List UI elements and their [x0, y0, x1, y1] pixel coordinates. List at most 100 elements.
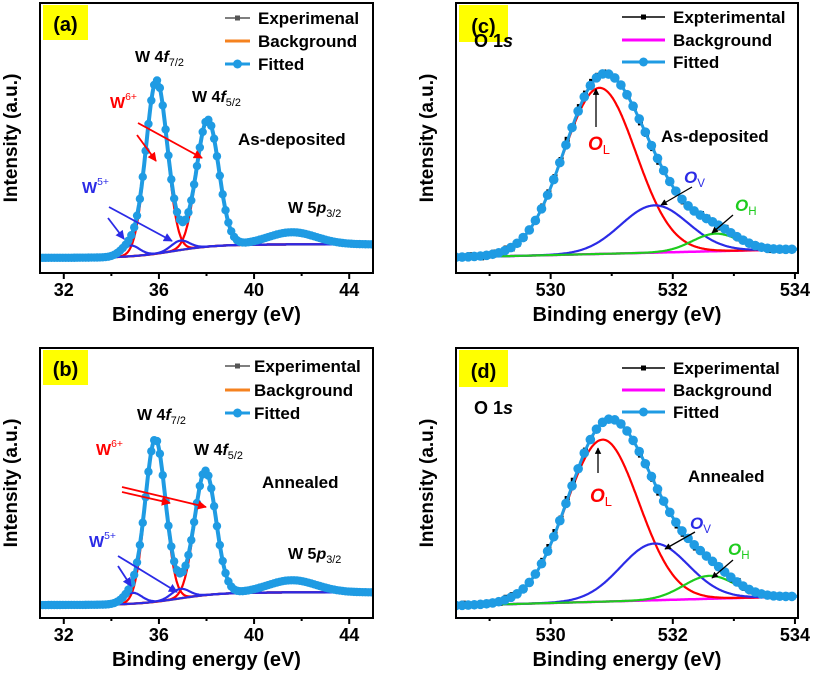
- fitted-point: [218, 190, 227, 199]
- panel-b: 32 36 40 44 Binding energy (eV) Intensity (a.…: [1, 347, 374, 671]
- annotation-subscript: L: [603, 142, 610, 157]
- fitted-point: [192, 161, 202, 171]
- fitted-point: [187, 535, 196, 545]
- fitted-point: [591, 424, 602, 434]
- fitted-point: [787, 591, 797, 602]
- fitted-point: [548, 531, 559, 542]
- annotation-arrow: [136, 134, 157, 162]
- y-axis-label: Intensity (a.u.): [1, 419, 22, 548]
- fitted-point: [172, 207, 182, 217]
- panel-label: (c): [471, 16, 495, 38]
- legend-marker: [641, 365, 646, 371]
- fitted-point: [573, 106, 583, 116]
- fitted-point: [129, 570, 139, 580]
- fitted-point: [189, 180, 199, 189]
- annotation-italic: p: [315, 546, 326, 563]
- fitted-point: [207, 484, 216, 493]
- annotation-subscript: 7/2: [169, 57, 184, 69]
- annotation-subscript: 3/2: [326, 208, 341, 220]
- legend-entry: Background: [673, 31, 772, 50]
- annotation-arrow: [117, 555, 178, 593]
- annotation-italic: O: [588, 134, 603, 155]
- legend-entry: Fitted: [258, 55, 304, 74]
- fitted-point: [181, 215, 190, 224]
- annotation-italic: O: [735, 196, 748, 215]
- fitted-point: [209, 502, 219, 511]
- legend-entry: Experimenal: [258, 9, 359, 28]
- fitted-line: [40, 77, 373, 260]
- annotation-w6: W6+: [96, 439, 123, 459]
- annotation-peak2: W 4f5/2: [194, 442, 243, 462]
- fitted-point: [161, 125, 170, 134]
- fitted-point: [658, 165, 669, 176]
- x-tick-label: 532: [658, 280, 688, 300]
- fitted-point: [609, 73, 620, 83]
- fitted-point: [155, 449, 165, 458]
- fitted-point: [640, 127, 651, 137]
- fitted-point: [135, 194, 145, 204]
- fitted-point: [542, 190, 553, 200]
- annotation-w6: W6+: [110, 92, 137, 112]
- annotation-subscript: 5/2: [226, 97, 241, 109]
- annotation-subscript: 3/2: [326, 554, 341, 566]
- fitted-point: [585, 80, 596, 91]
- plot-area: [40, 435, 373, 610]
- fitted-point: [135, 540, 145, 550]
- annotation-italic: f: [220, 89, 227, 106]
- fitted-point: [207, 121, 216, 130]
- legend-marker: [235, 363, 240, 369]
- fitted-point: [555, 515, 565, 526]
- annotation-peak1: W 4f7/2: [135, 49, 184, 69]
- annotation-superscript: 5+: [104, 531, 116, 542]
- annotation-peak1: W 4f7/2: [137, 407, 186, 427]
- annotation-subscript: 5/2: [228, 450, 243, 462]
- y-axis-label: Intensity (a.u.): [417, 419, 438, 548]
- annotation-ol: OL: [590, 486, 612, 509]
- fitted-point: [195, 481, 205, 491]
- fitted-point: [167, 542, 176, 551]
- annotation-subscript: 7/2: [171, 415, 186, 427]
- fitted-point: [144, 119, 153, 129]
- annotation-text: O 1: [474, 398, 503, 418]
- plot-area: [40, 76, 373, 263]
- x-tick-label: 44: [339, 625, 359, 645]
- annotation-w5: W5+: [89, 531, 116, 551]
- x-tick-label: 40: [244, 625, 264, 645]
- legend-marker: [641, 14, 646, 20]
- annotation-text: W: [96, 442, 112, 459]
- annotation-text: O 1: [474, 31, 503, 51]
- annotation-arrow: [664, 531, 696, 550]
- fitted-point: [132, 558, 142, 567]
- annotation-title: O 1s: [474, 398, 513, 418]
- fitted-point: [155, 83, 165, 93]
- fitted-point: [209, 134, 219, 143]
- fitted-point: [622, 89, 632, 100]
- x-tick-label: 40: [244, 280, 264, 300]
- fitted-point: [212, 152, 222, 161]
- fitted-point: [561, 498, 571, 509]
- panel-label-box: [43, 350, 88, 385]
- x-tick-label: 532: [658, 625, 688, 645]
- x-tick-label: 36: [149, 625, 169, 645]
- fitted-point: [138, 172, 147, 182]
- fitted-point: [129, 223, 139, 232]
- legend-entry: Experimental: [673, 359, 780, 378]
- fitted-point: [664, 176, 675, 187]
- annotation-italic: O: [684, 168, 697, 187]
- panel-label: (b): [53, 359, 79, 381]
- x-tick-label: 44: [339, 280, 359, 300]
- legend-marker: [233, 408, 242, 418]
- fitted-point: [132, 211, 142, 220]
- annotation-subscript: V: [703, 524, 711, 536]
- annotation-subscript: V: [697, 178, 705, 190]
- x-tick-label: 530: [536, 280, 566, 300]
- annotation-peak3: W 5p3/2: [288, 200, 341, 220]
- fitted-point: [212, 521, 222, 531]
- fitted-point: [622, 426, 632, 436]
- legend: Experimental Background Fitted: [622, 359, 780, 422]
- x-axis-label: Binding energy (eV): [112, 649, 301, 671]
- plot-area: [456, 69, 798, 263]
- fitted-point: [616, 80, 626, 90]
- annotation-subscript: L: [605, 494, 612, 509]
